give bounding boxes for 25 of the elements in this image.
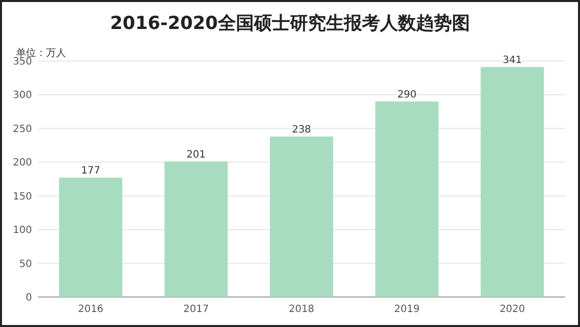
y-tick-label: 350 [12, 56, 32, 68]
x-tick-label: 2019 [394, 304, 420, 315]
y-axis-title: 单位：万人 [16, 47, 66, 59]
y-tick-label: 150 [12, 191, 32, 202]
x-tick-label: 2017 [183, 304, 209, 315]
bar [59, 178, 122, 297]
data-label: 201 [186, 149, 206, 160]
y-tick-label: 0 [26, 292, 32, 304]
x-tick-label: 2016 [78, 304, 104, 315]
bar [164, 161, 228, 297]
bar [270, 136, 334, 297]
bar [375, 101, 439, 297]
data-label: 290 [397, 89, 416, 100]
y-tick-label: 200 [12, 158, 32, 169]
data-label: 238 [292, 124, 312, 136]
x-tick-label: 2020 [500, 304, 526, 315]
y-tick-label: 100 [12, 225, 32, 236]
chart-title: 2016-2020全国硕士研究生报考人数趋势图 [110, 13, 470, 34]
y-tick-label: 300 [12, 90, 32, 102]
x-tick-label: 2018 [288, 304, 314, 315]
y-tick-label: 50 [19, 258, 32, 270]
data-label: 177 [81, 166, 100, 177]
data-label: 341 [502, 55, 522, 66]
bar [480, 67, 544, 297]
y-tick-label: 250 [12, 124, 32, 135]
